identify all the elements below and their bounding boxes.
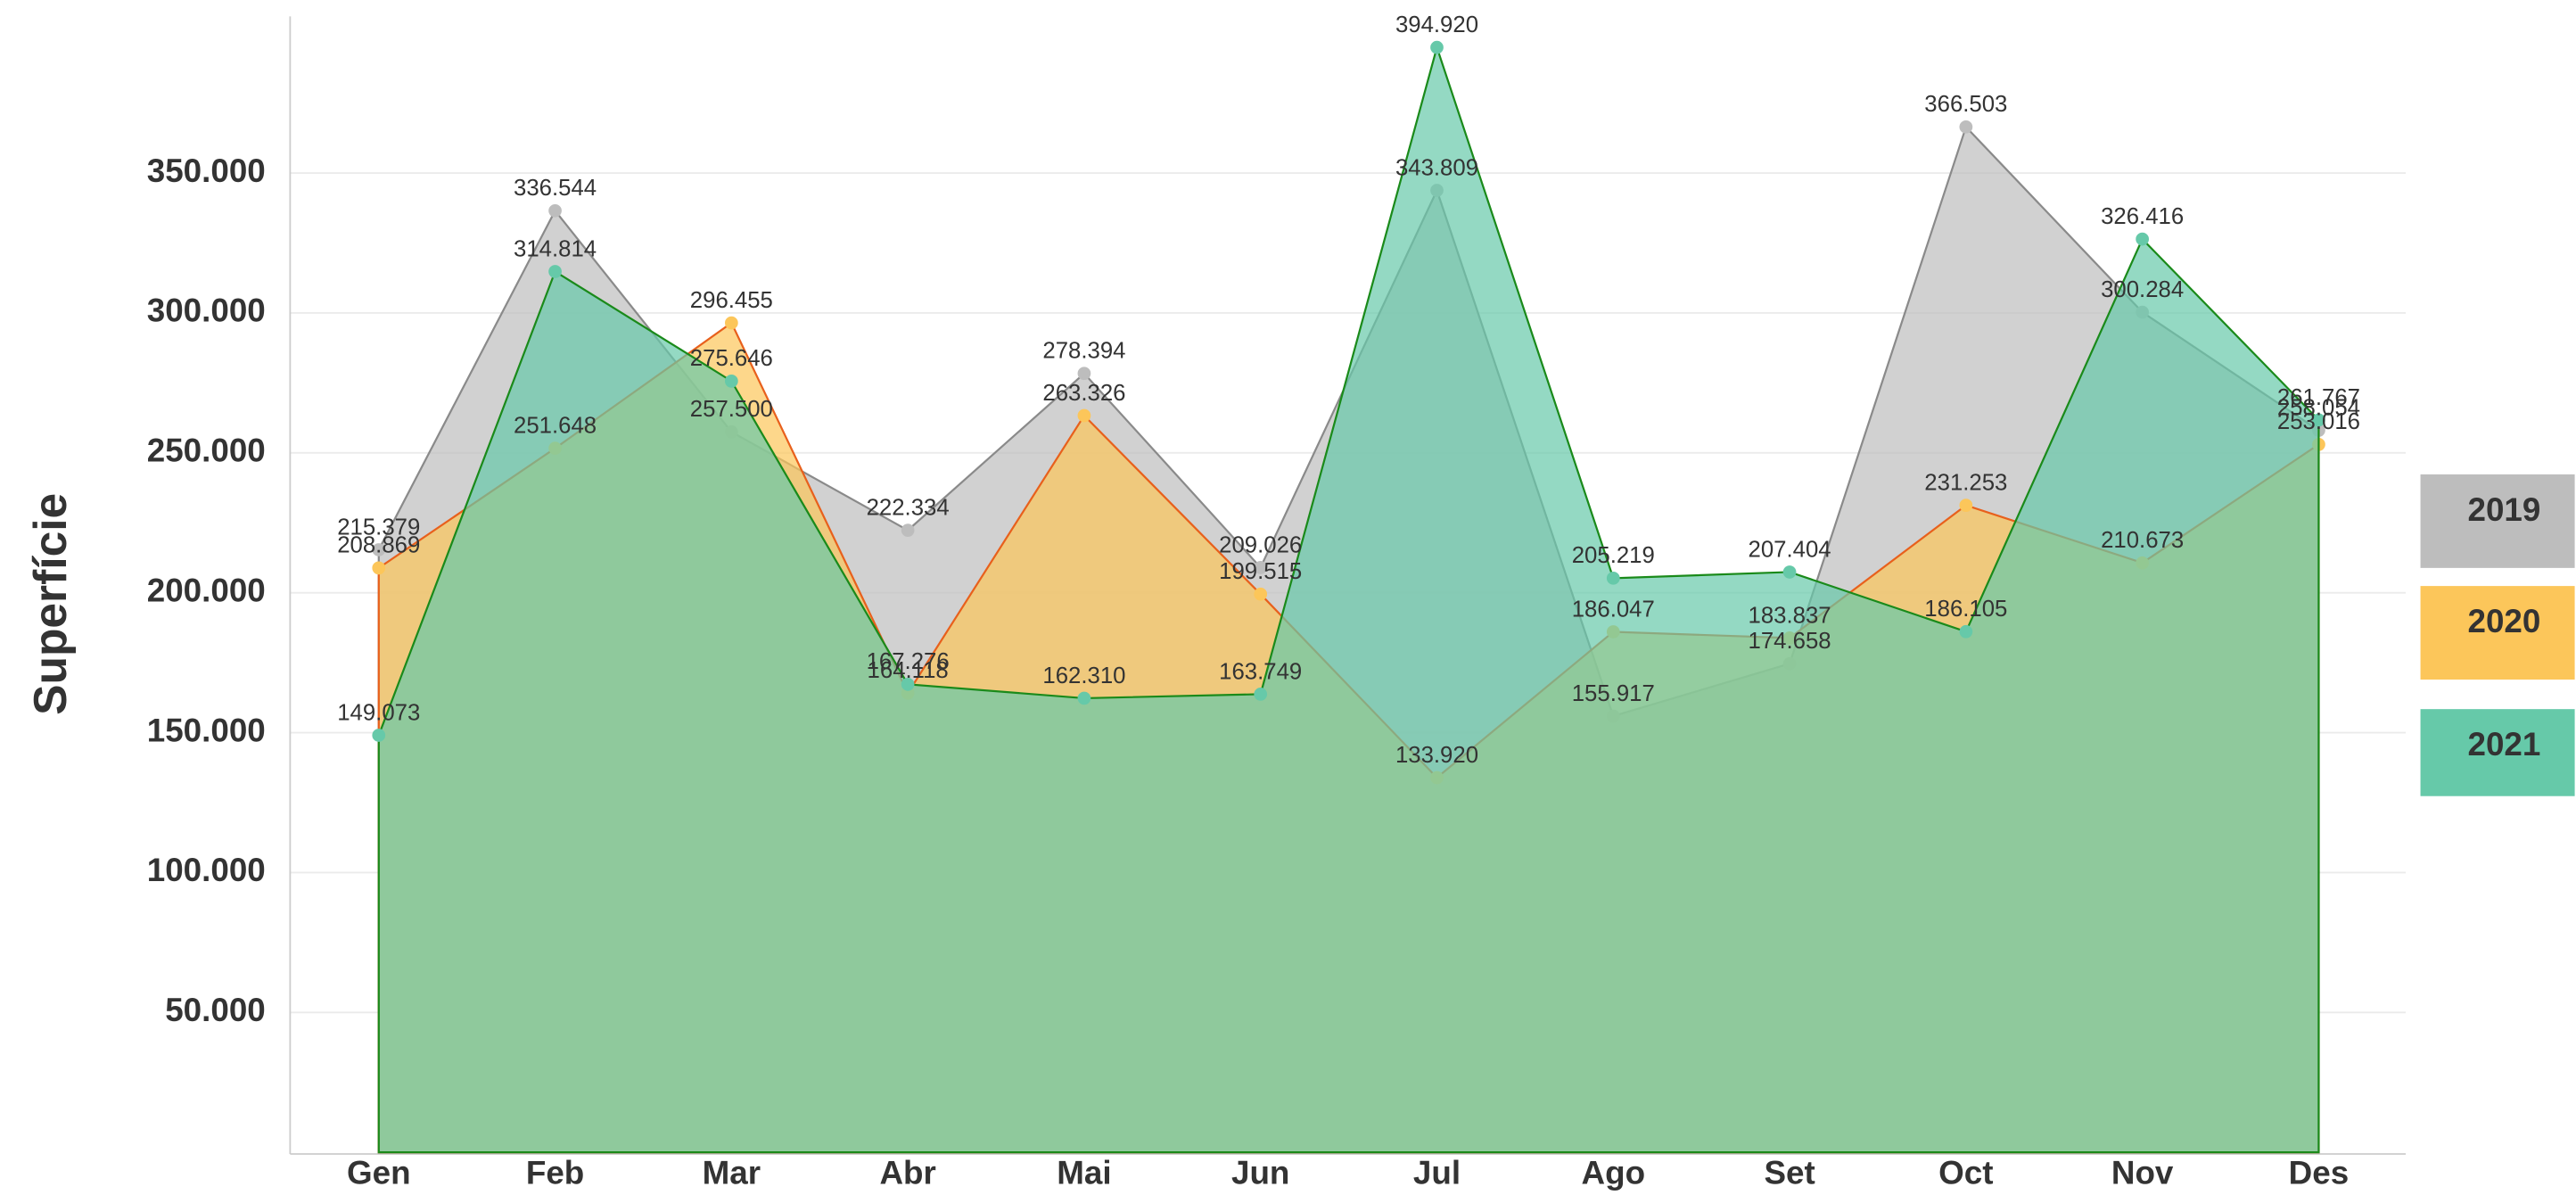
point <box>1077 367 1091 381</box>
legend-item <box>2420 709 2575 796</box>
data-label: 394.920 <box>1395 12 1478 37</box>
data-label: 133.920 <box>1395 743 1478 768</box>
point <box>1606 571 1620 585</box>
y-tick-label: 200.000 <box>147 572 266 608</box>
x-tick-label: Gen <box>347 1155 411 1191</box>
data-label: 162.310 <box>1042 663 1125 688</box>
point <box>724 316 738 330</box>
point <box>1254 688 1268 701</box>
x-tick-label: Jul <box>1413 1155 1461 1191</box>
data-label: 343.809 <box>1395 155 1478 180</box>
data-label: 183.837 <box>1749 603 1831 628</box>
data-label: 174.658 <box>1749 629 1831 654</box>
data-label: 199.515 <box>1219 559 1302 584</box>
data-label: 278.394 <box>1042 339 1125 364</box>
point <box>372 729 386 742</box>
data-label: 261.767 <box>2277 385 2360 410</box>
x-tick-label: Feb <box>526 1155 584 1191</box>
point <box>1959 120 1973 134</box>
x-tick-label: Set <box>1764 1155 1815 1191</box>
point <box>901 523 915 537</box>
data-label: 186.047 <box>1572 597 1655 622</box>
point <box>1077 408 1091 423</box>
point <box>1254 587 1268 601</box>
point <box>2136 232 2150 246</box>
data-label: 326.416 <box>2101 204 2184 229</box>
data-label: 257.500 <box>690 397 773 422</box>
point <box>901 677 915 691</box>
data-label: 275.646 <box>690 346 773 371</box>
data-label: 251.648 <box>514 414 597 439</box>
point <box>1959 499 1973 512</box>
y-tick-label: 150.000 <box>147 712 266 748</box>
point <box>1077 691 1091 705</box>
data-label: 210.673 <box>2101 528 2184 553</box>
point <box>548 265 562 278</box>
y-tick-label: 100.000 <box>147 852 266 888</box>
point <box>2312 413 2325 427</box>
data-label: 263.326 <box>1042 381 1125 406</box>
data-label: 258.054 <box>2277 395 2360 420</box>
data-label: 253.016 <box>2277 409 2360 434</box>
y-tick-label: 350.000 <box>147 152 266 189</box>
point <box>724 375 738 388</box>
x-tick-label: Mar <box>703 1155 761 1191</box>
legend-item <box>2420 586 2575 680</box>
legend-label: 2021 <box>2467 726 2540 762</box>
data-label: 336.544 <box>514 176 597 201</box>
y-tick-label: 50.000 <box>165 992 266 1028</box>
point <box>548 203 562 218</box>
data-label: 231.253 <box>1924 471 2007 496</box>
legend-item <box>2420 474 2575 568</box>
data-label: 186.105 <box>1924 597 2007 622</box>
data-label: 300.284 <box>2101 277 2184 302</box>
point <box>1959 624 1973 639</box>
x-tick-label: Abr <box>879 1155 935 1191</box>
legend-label: 2020 <box>2467 603 2540 639</box>
data-label: 209.026 <box>1219 532 1302 557</box>
point <box>1254 561 1268 574</box>
point <box>372 543 386 556</box>
y-tick-label: 250.000 <box>147 433 266 469</box>
data-label: 155.917 <box>1572 681 1655 706</box>
data-label: 163.749 <box>1219 659 1302 684</box>
y-tick-label: 300.000 <box>147 293 266 329</box>
data-label: 314.814 <box>514 236 597 261</box>
x-tick-label: Oct <box>1938 1155 1993 1191</box>
point <box>1430 40 1444 54</box>
data-label: 208.869 <box>337 533 420 558</box>
data-label: 149.073 <box>337 700 420 725</box>
data-label: 167.276 <box>867 649 950 674</box>
x-tick-label: Jun <box>1231 1155 1289 1191</box>
legend-label: 2019 <box>2467 491 2540 528</box>
x-tick-label: Nov <box>2111 1155 2174 1191</box>
data-label: 296.455 <box>690 288 773 313</box>
data-label: 366.503 <box>1924 92 2007 117</box>
point <box>372 561 386 575</box>
data-label: 205.219 <box>1572 543 1655 568</box>
data-label: 215.379 <box>337 515 420 540</box>
point <box>1782 565 1797 579</box>
data-label: 222.334 <box>867 496 950 521</box>
x-tick-label: Ago <box>1582 1155 1646 1191</box>
data-label: 164.118 <box>868 658 949 683</box>
x-tick-label: Des <box>2289 1155 2350 1191</box>
x-tick-label: Mai <box>1057 1155 1111 1191</box>
data-label: 207.404 <box>1749 537 1831 562</box>
y-axis-label: Superfície <box>24 493 76 715</box>
